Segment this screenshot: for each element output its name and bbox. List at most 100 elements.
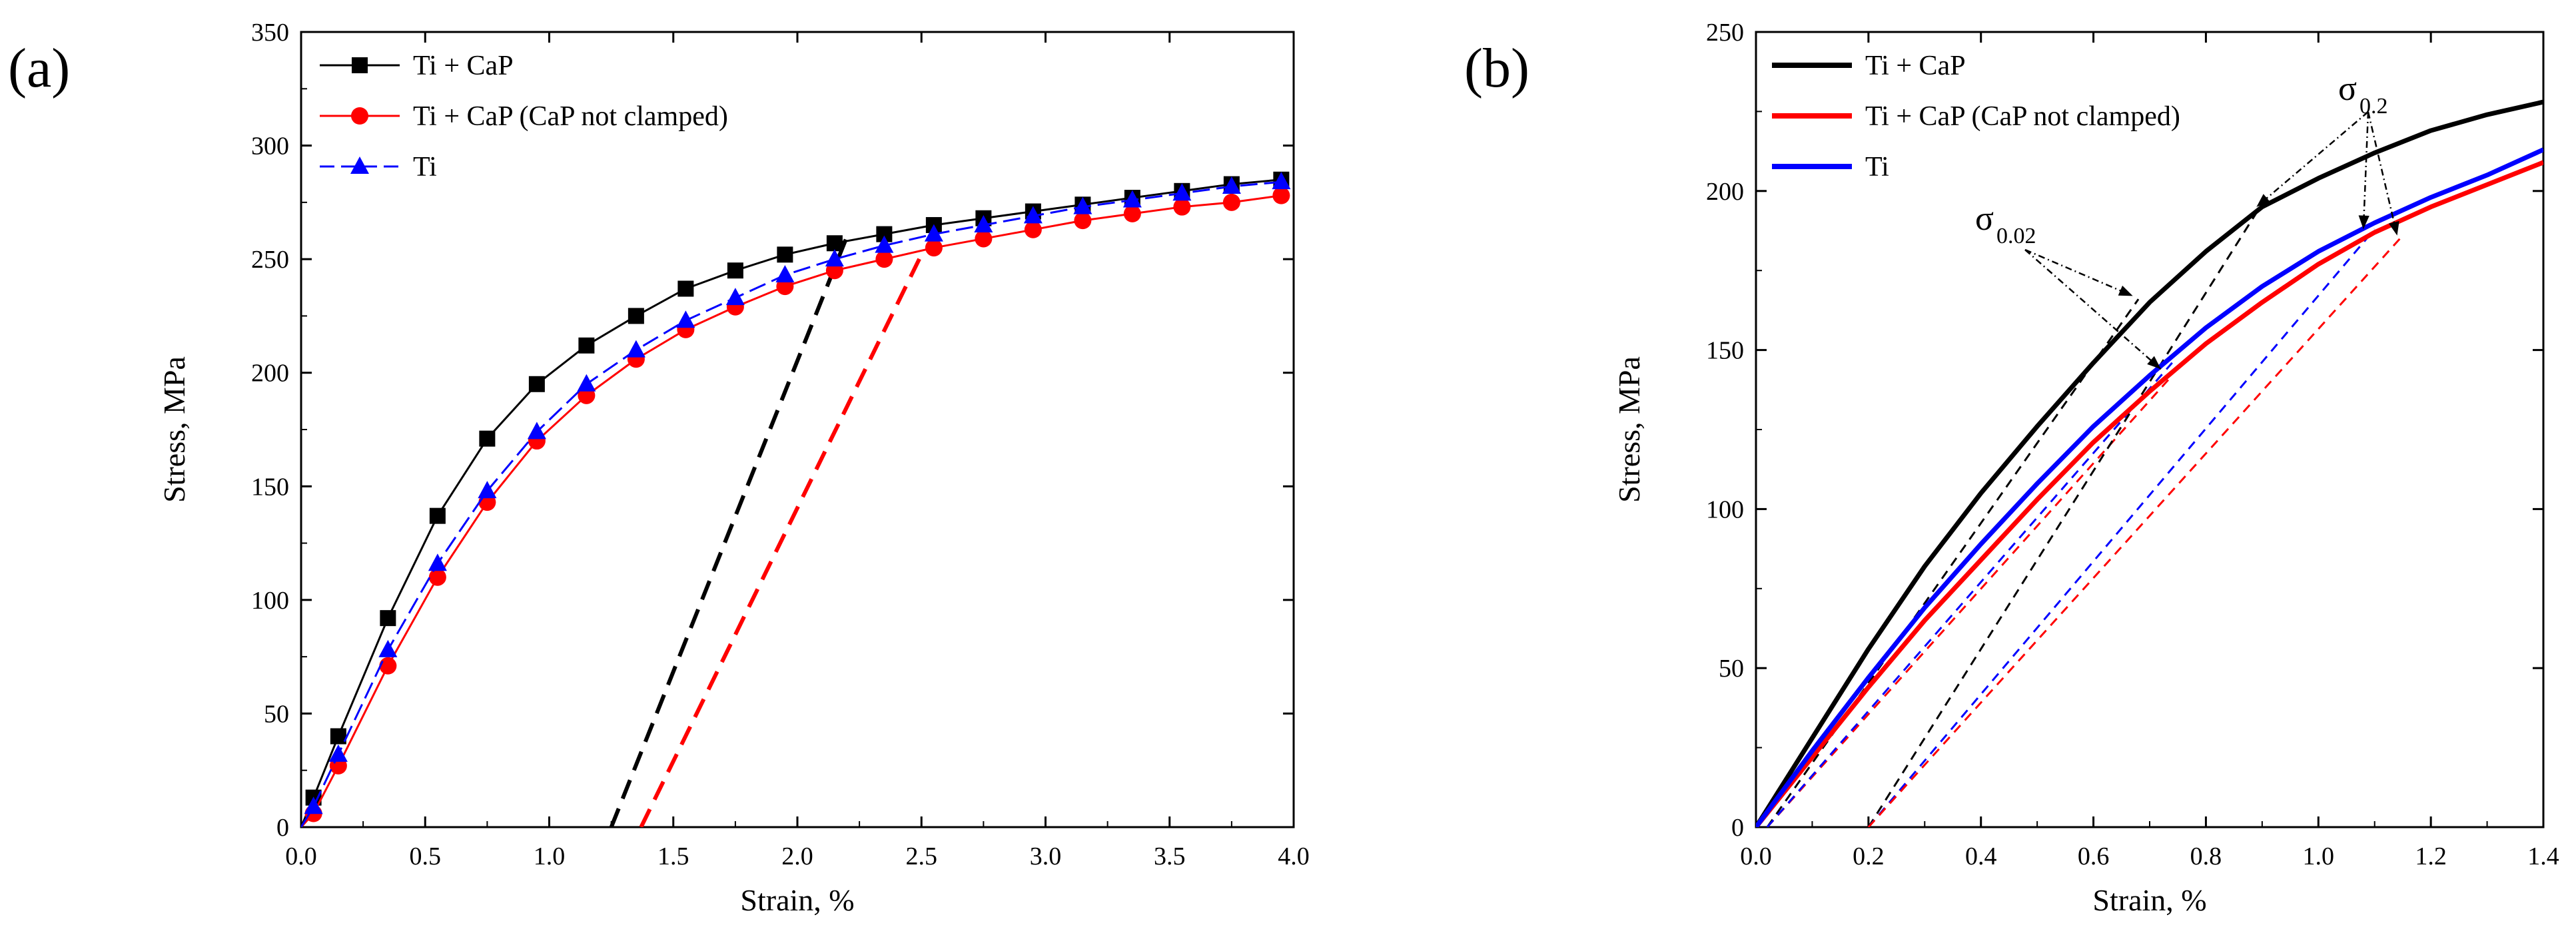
panel-a-series-0-point (429, 507, 446, 524)
panel-a-x-tick-label: 2.5 (906, 842, 938, 870)
panel-b-x-tick-label: 0.4 (1965, 842, 1997, 870)
panel-a-series-2-point (328, 744, 348, 762)
panel-b-offset-line-2 (1766, 362, 2173, 827)
panel-a-series-1-point (1024, 220, 1042, 238)
panel-b-annotation-arrowhead (2147, 356, 2161, 370)
panel-a-x-tick-label: 1.5 (657, 842, 689, 870)
panel-a-y-tick-label: 200 (251, 360, 289, 388)
panel-b-y-tick-label: 200 (1706, 178, 1744, 206)
panel-b-y-tick-label: 250 (1706, 19, 1744, 47)
panel-a-legend-label-0: Ti + CaP (413, 51, 514, 81)
panel-b-x-tick-label: 0.6 (2078, 842, 2110, 870)
panel-b-y-tick-label: 100 (1706, 495, 1744, 523)
panel-a-y-axis-title: Stress, MPa (157, 356, 191, 503)
panel-b-annotation-label: σ (1975, 200, 1994, 238)
panel-a-y-tick-label: 250 (251, 246, 289, 274)
panel-a-series-0-point (727, 262, 743, 279)
panel-b: (b) 0.0 0.2 0.4 0.6 0.8 1.0 1.2 1.4 0 50 100 150 200… (1464, 19, 2559, 917)
panel-b-annotation-arrow (2256, 111, 2369, 208)
panel-a-x-tick-label: 3.0 (1030, 842, 1062, 870)
panel-b-x-tick-label: 1.0 (2303, 842, 2335, 870)
panel-a-series-2-point (676, 310, 695, 328)
panel-b-annotation-arrow (2024, 248, 2134, 297)
panel-a-series-0-point (330, 728, 346, 745)
panel-a-y-tick-label: 300 (251, 133, 289, 160)
panel-a-series-line-0 (301, 178, 1282, 827)
panel-a-series-2-point (1222, 176, 1241, 194)
panel-b-offset-line-4 (1867, 228, 2375, 827)
panel-a-legend-marker-0 (352, 57, 368, 73)
panel-a-series-0-point (528, 376, 545, 392)
panel-b-annotation-arrowhead (2358, 215, 2369, 230)
panel-a-offset-line-1 (639, 254, 923, 827)
panel-a-series-2-point (725, 288, 745, 306)
panel-a-series-2-point (775, 265, 795, 283)
panel-b-annotation-arrowhead (2256, 194, 2271, 207)
panel-a-series-2-point (1073, 196, 1092, 214)
panel-a-series-0-point (826, 235, 843, 252)
panel-a-series-2-point (924, 224, 943, 242)
panel-a-data-layer (301, 171, 1291, 827)
panel-b-annotation-1: σ 0.2 (2256, 70, 2399, 236)
panel-a-series-2-point (1023, 206, 1043, 224)
panel-a-series-1-point (925, 239, 943, 257)
panel-a-x-tick-label: 3.5 (1154, 842, 1186, 870)
panel-a-y-tick-label: 150 (251, 473, 289, 501)
panel-a-series-2-point (1172, 183, 1192, 201)
panel-b-annotation-subscript: 0.02 (1996, 224, 2036, 248)
panel-b-annotation-arrow (2362, 111, 2369, 230)
panel-b-y-axis-title: Stress, MPa (1612, 356, 1646, 503)
panel-a-x-tick-label: 2.0 (781, 842, 813, 870)
panel-b-legend-label-0: Ti + CaP (1865, 51, 1966, 81)
panel-b-x-axis-title: Strain, % (2092, 883, 2206, 917)
panel-a-series-1-point (379, 657, 397, 675)
panel-a-series-2-point (304, 796, 323, 814)
panel-a-series-2-point (428, 553, 447, 571)
panel-b-offset-line-0 (1766, 298, 2140, 827)
panel-a-series-2-point (378, 639, 398, 657)
panel-a-series-1-point (1074, 212, 1092, 230)
panel-b-x-tick-label: 0.2 (1853, 842, 1885, 870)
panel-a-offset-line-0 (609, 235, 849, 827)
panel-b-letter: (b) (1464, 37, 1529, 99)
panel-b-annotation-label: σ (2338, 70, 2357, 108)
panel-b-series-line-1 (1756, 160, 2543, 827)
panel-a-legend-label-2: Ti (413, 152, 437, 182)
panel-b-y-tick-label: 150 (1706, 337, 1744, 365)
panel-a-y-tick-label: 100 (251, 587, 289, 615)
panel-a-legend: Ti + CaP Ti + CaP (CaP not clamped) Ti (320, 51, 728, 182)
panel-a-series-2-point (527, 422, 546, 440)
panel-b-series-line-0 (1756, 99, 2543, 827)
panel-a-series-2-point (1272, 172, 1291, 190)
panel-a-x-tick-label: 4.0 (1278, 842, 1310, 870)
panel-b-legend-label-2: Ti (1865, 152, 1889, 182)
panel-a-axes-frame (300, 31, 1295, 828)
panel-b-annotation-0: σ 0.02 (1975, 200, 2162, 370)
panel-a-y-tick-label: 50 (264, 700, 289, 728)
panel-a-series-0-point (380, 610, 396, 627)
panel-b-series-line-2 (1756, 147, 2543, 827)
panel-a-series-1-point (1173, 198, 1191, 216)
panel-a-legend-marker-1 (351, 107, 368, 125)
panel-a-series-1-point (1272, 186, 1290, 204)
panel-b-offset-line-5 (1867, 234, 2404, 827)
panel-b-annotation-arrowhead (2388, 220, 2399, 236)
panel-b-annotation-arrow (2367, 111, 2398, 236)
panel-b-offset-line-3 (1867, 203, 2264, 827)
panel-a-x-tick-label: 0.0 (285, 842, 317, 870)
panel-b-legend: Ti + CaP Ti + CaP (CaP not clamped) Ti (1772, 51, 2180, 182)
panel-a-series-2-point (1122, 190, 1142, 208)
panel-b-x-tick-label: 1.2 (2415, 842, 2447, 870)
panel-a-series-2-point (875, 235, 894, 253)
panel-a-series-2-point (626, 340, 645, 358)
panel-a-legend-label-1: Ti + CaP (CaP not clamped) (413, 101, 728, 132)
panel-b-offset-line-1 (1766, 374, 2173, 827)
panel-a-x-tick-label: 0.5 (410, 842, 442, 870)
panel-a-series-1-point (875, 250, 893, 268)
panel-b-data-layer (1756, 99, 2543, 827)
panel-b-annotation-arrow (2024, 249, 2162, 370)
panel-a-series-2-point (825, 249, 844, 267)
panel-b-x-tick-label: 1.4 (2527, 842, 2559, 870)
panel-a-series-0-point (628, 308, 644, 324)
